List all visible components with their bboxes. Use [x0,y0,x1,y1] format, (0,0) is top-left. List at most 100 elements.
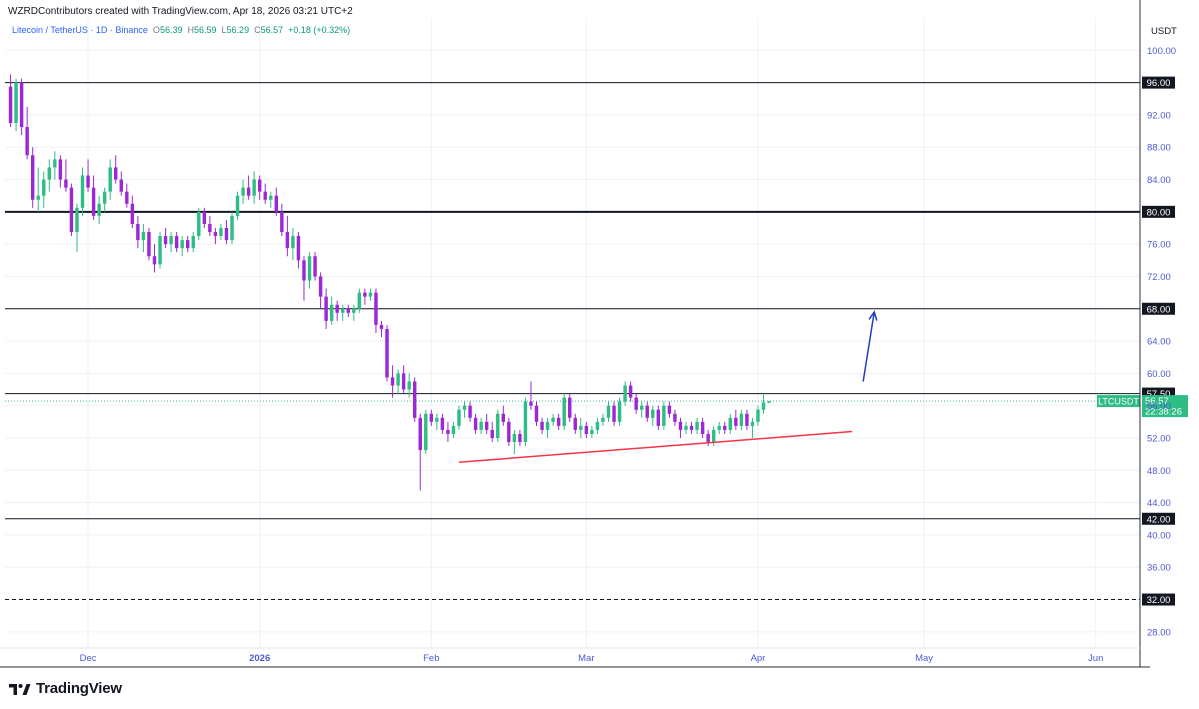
y-tick-label: 92.00 [1147,110,1171,121]
candle-body [302,260,306,281]
x-tick-label: Mar [578,653,594,664]
candle-body [141,232,146,241]
candle-body [490,429,494,438]
candle-body [257,179,262,192]
candle-body [224,228,229,241]
candle-body [102,191,107,204]
open-label: O [152,25,160,35]
candle-body [562,397,566,426]
projection-arrow [862,311,875,382]
symbol-legend: Litecoin / TetherUS · 1D · Binance O56.3… [12,25,350,35]
candle-body [595,421,600,430]
candle-body [673,413,677,422]
candle-body [80,175,85,208]
candle-body [379,324,384,329]
price-tag-value: 56.57 [1145,396,1169,407]
candle-body [501,413,506,422]
candle-body [91,187,96,216]
candle-body [518,433,522,443]
candle-body [307,256,312,281]
candle-body [269,195,273,200]
candle-body [197,211,201,237]
candle-body [446,429,450,434]
candle-body [689,425,694,430]
candle-body [623,385,627,402]
candle-body [534,405,539,422]
y-tick-label: 44.00 [1147,498,1171,509]
candle-body [739,413,744,426]
candle-body [590,429,594,434]
candle-body [335,304,339,313]
candle-body [556,417,561,426]
symbol-title[interactable]: Litecoin / TetherUS · 1D · Binance [12,25,148,35]
x-tick-label: 2026 [249,653,270,664]
candle-body [451,425,456,434]
candle-body [208,223,212,233]
level-tag [1142,512,1175,525]
candle-body [213,232,218,237]
projection-arrow-head [868,310,878,321]
candle-body [617,401,622,422]
price-tag [1142,395,1188,418]
candle-body [346,308,350,313]
low-label: L [221,25,227,35]
candle-body [734,417,738,426]
candle-body [130,203,135,224]
candle-body [767,401,771,403]
candle-body [496,413,500,438]
change-value: +0.18 (+0.32%) [288,25,351,35]
candle-body [235,195,240,216]
candles [8,74,771,491]
candle-body [523,401,528,443]
chart-grid [5,18,1140,648]
candle-body [424,413,428,451]
horizontal-levels: 96.00 80.00 68.00 57.50 42.00 32.00 [5,76,1175,606]
candle-body [468,405,472,418]
candle-body [252,179,256,196]
candle-body [191,236,195,249]
candle-body [479,421,483,430]
candle-body [512,433,517,443]
candle-body [241,187,245,196]
candle-body [656,409,661,426]
candle-body [507,421,511,443]
y-tick-label: 84.00 [1147,175,1171,186]
candle-body [119,179,123,192]
high-value: 56.59 [193,25,217,35]
level-tag [1142,593,1175,606]
symbol-tag-label: LTCUSDT [1098,397,1139,407]
candle-body [385,328,389,378]
candle-body [728,417,733,430]
candle-body [169,236,173,245]
candle-body [700,421,705,434]
candle-body [440,417,445,430]
candle-body [639,405,644,410]
candle-body [97,203,101,216]
y-tick-label: 76.00 [1147,240,1171,251]
level-tag [1142,76,1175,89]
candle-body [47,167,52,180]
close-label: C [254,25,261,35]
y-tick-label: 64.00 [1147,337,1171,348]
candle-body [19,82,24,128]
candle-body [368,292,373,297]
tradingview-logo[interactable]: TradingView [9,680,122,697]
y-tick-label: 60.00 [1147,369,1171,380]
candle-body [723,425,727,430]
level-tag-label: 57.50 [1147,389,1171,400]
candle-body [750,421,755,426]
candle-body [551,417,555,422]
y-tick-label: 48.00 [1147,466,1171,477]
level-tag [1142,302,1175,315]
candle-body [8,86,13,123]
open-value: 56.39 [159,25,183,35]
candle-body [584,425,589,434]
low-value: 56.29 [226,25,250,35]
candle-body [202,211,207,224]
chart-header: WZRDContributors created with TradingVie… [8,6,353,17]
candle-body [42,179,46,196]
candle-body [462,405,467,410]
level-tag-label: 80.00 [1147,207,1171,218]
candle-body [429,413,434,422]
axes: 100.00 92.00 88.00 84.00 76.00 72.00 64.00 60.0… [0,0,1177,668]
